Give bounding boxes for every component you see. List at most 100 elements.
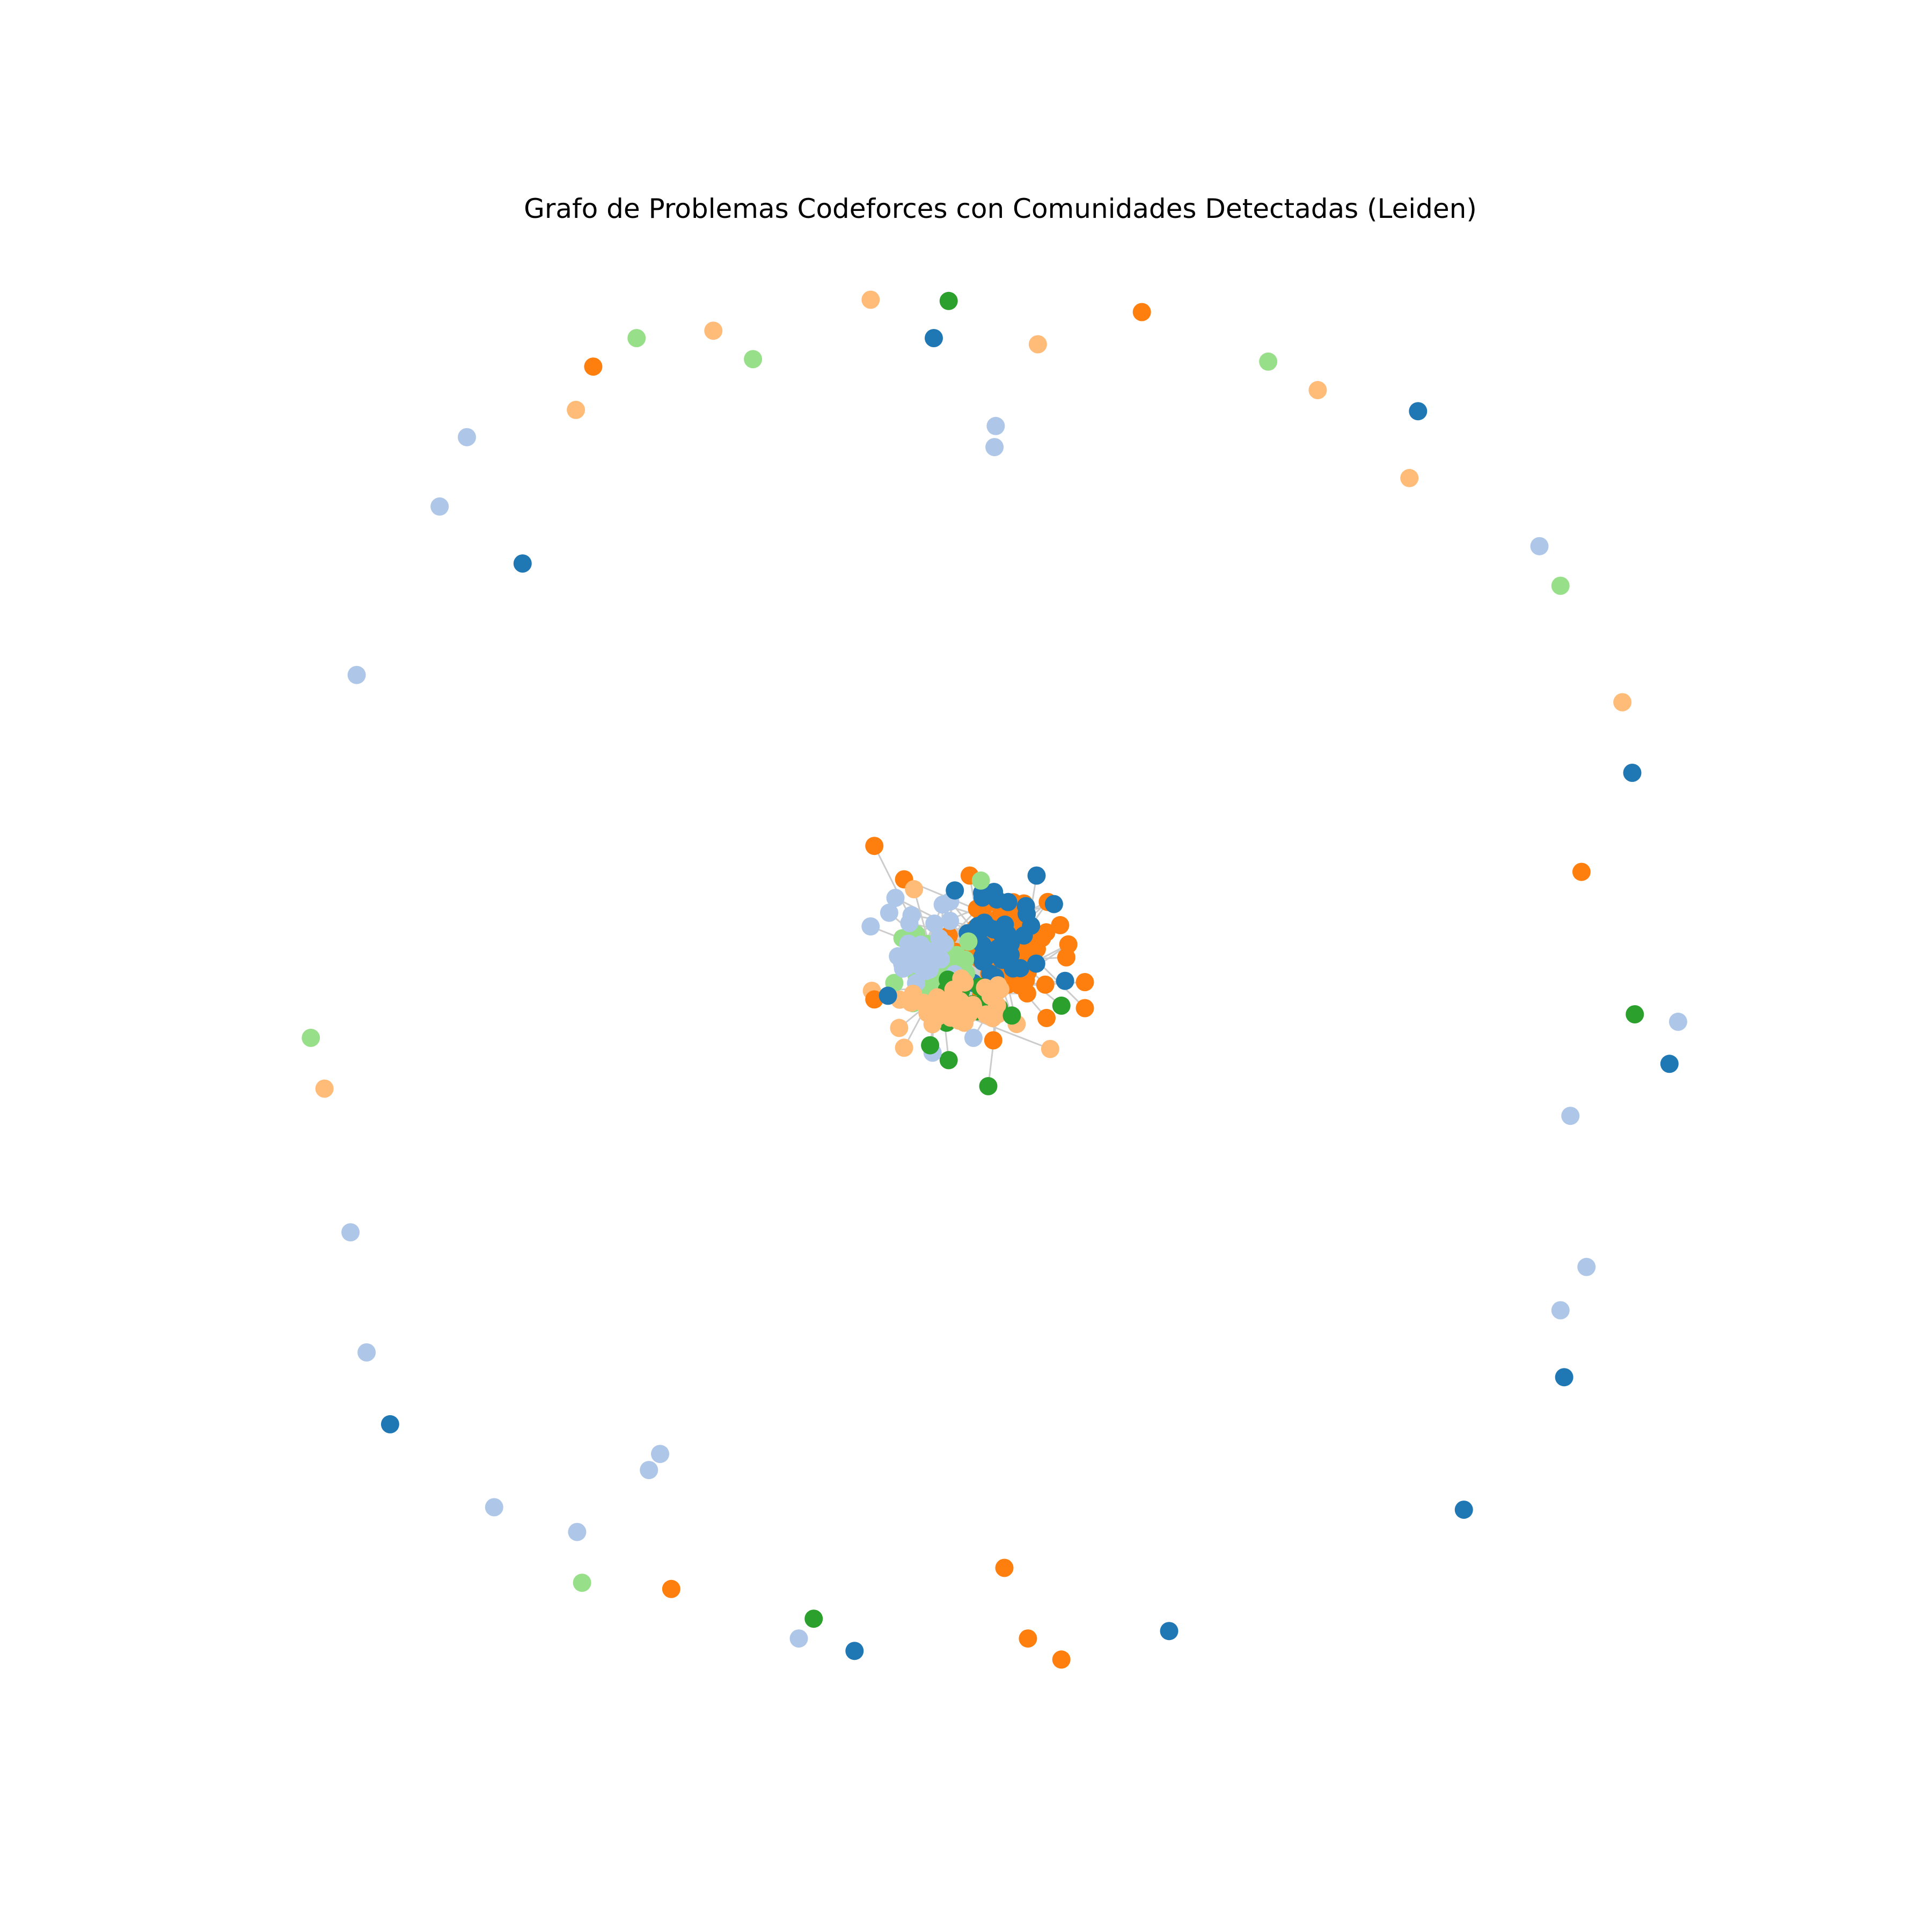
- cluster-node: [929, 1007, 948, 1026]
- cluster-node: [1041, 1040, 1059, 1058]
- isolated-node: [458, 428, 476, 447]
- isolated-node: [1668, 1012, 1687, 1031]
- cluster-node: [1027, 954, 1045, 973]
- cluster-node: [920, 960, 939, 979]
- cluster-node: [1037, 1008, 1056, 1027]
- isolated-node: [627, 329, 646, 347]
- node-layer: [302, 290, 1687, 1669]
- cluster-node: [989, 939, 1007, 957]
- isolated-node: [347, 665, 366, 684]
- cluster-node: [1018, 905, 1036, 924]
- cluster-node: [880, 903, 898, 922]
- isolated-node: [1160, 1622, 1179, 1641]
- isolated-node: [357, 1343, 376, 1362]
- cluster-node: [959, 932, 978, 951]
- isolated-node: [315, 1079, 334, 1098]
- cluster-node: [947, 946, 966, 964]
- isolated-node: [341, 1223, 360, 1242]
- cluster-node: [971, 871, 990, 890]
- isolated-node: [1551, 576, 1570, 595]
- isolated-node: [1561, 1107, 1580, 1125]
- cluster-node: [925, 914, 944, 933]
- isolated-node: [1623, 764, 1642, 782]
- cluster-node: [952, 969, 971, 988]
- cluster-node: [899, 934, 918, 953]
- isolated-node: [1052, 1650, 1071, 1669]
- cluster-node: [955, 1008, 974, 1027]
- cluster-node: [861, 917, 880, 936]
- cluster-node: [886, 889, 905, 908]
- cluster-node: [999, 892, 1018, 911]
- cluster-node: [1036, 975, 1055, 994]
- isolated-node: [1028, 335, 1047, 354]
- isolated-node: [380, 1415, 399, 1433]
- cluster-node: [890, 1019, 909, 1037]
- isolated-node: [804, 1609, 823, 1628]
- isolated-node: [430, 497, 449, 516]
- cluster-node: [902, 993, 920, 1012]
- cluster-node: [895, 1038, 913, 1057]
- isolated-node: [567, 400, 586, 419]
- isolated-node: [1454, 1501, 1473, 1519]
- isolated-node: [939, 291, 958, 310]
- isolated-node: [1259, 352, 1278, 371]
- isolated-node: [662, 1579, 680, 1598]
- cluster-node: [946, 881, 964, 900]
- isolated-node: [925, 329, 943, 347]
- cluster-node: [1002, 1006, 1021, 1025]
- isolated-node: [995, 1558, 1014, 1577]
- isolated-node: [513, 554, 532, 573]
- isolated-node: [1613, 693, 1632, 712]
- isolated-node: [302, 1028, 320, 1047]
- cluster-node: [924, 942, 942, 961]
- cluster-node: [921, 1036, 940, 1055]
- isolated-node: [1132, 303, 1151, 321]
- isolated-node: [1626, 1005, 1644, 1023]
- cluster-node: [963, 996, 982, 1014]
- isolated-node: [485, 1498, 503, 1517]
- cluster-node: [941, 911, 960, 930]
- isolated-node: [651, 1445, 669, 1463]
- isolated-node: [1400, 469, 1419, 487]
- isolated-node: [1409, 402, 1428, 421]
- cluster-node: [1014, 926, 1033, 945]
- isolated-node: [986, 416, 1005, 435]
- cluster-node: [1027, 866, 1046, 885]
- cluster-node: [976, 978, 994, 997]
- isolated-node: [1572, 862, 1591, 881]
- cluster-node: [865, 837, 884, 855]
- cluster-node: [1056, 971, 1074, 990]
- cluster-node: [905, 880, 924, 898]
- cluster-node: [984, 1031, 1002, 1050]
- isolated-node: [1530, 537, 1549, 555]
- isolated-node: [568, 1523, 587, 1541]
- cluster-node: [974, 952, 992, 971]
- isolated-node: [1660, 1055, 1679, 1073]
- isolated-node: [584, 357, 603, 376]
- isolated-node: [1308, 380, 1327, 399]
- isolated-node: [640, 1461, 658, 1480]
- cluster-node: [928, 988, 947, 1007]
- cluster-node: [902, 906, 921, 925]
- cluster-node: [993, 924, 1012, 942]
- isolated-node: [1019, 1629, 1037, 1648]
- cluster-node: [979, 1077, 998, 1095]
- cluster-node: [964, 1028, 983, 1047]
- isolated-node: [789, 1629, 808, 1648]
- cluster-node: [1051, 916, 1070, 934]
- isolated-node: [845, 1642, 864, 1660]
- isolated-node: [861, 290, 880, 309]
- cluster-node: [933, 895, 952, 914]
- cluster-node: [991, 980, 1009, 999]
- cluster-node: [1057, 948, 1075, 967]
- isolated-node: [985, 438, 1004, 457]
- isolated-node: [1555, 1368, 1574, 1387]
- cluster-node: [1004, 959, 1022, 978]
- cluster-node: [939, 1051, 958, 1070]
- cluster-node: [879, 986, 897, 1005]
- isolated-node: [744, 350, 763, 369]
- isolated-node: [1551, 1301, 1570, 1320]
- cluster-node: [1075, 973, 1094, 991]
- isolated-node: [704, 321, 723, 340]
